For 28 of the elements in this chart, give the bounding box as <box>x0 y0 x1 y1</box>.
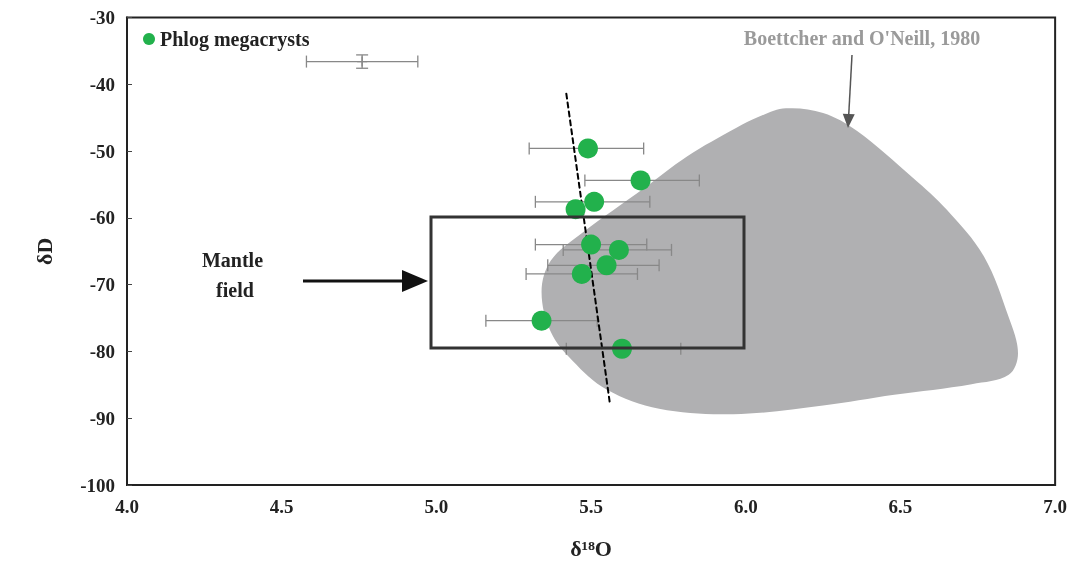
legend-label: Phlog megacrysts <box>160 28 310 51</box>
y-axis-title: δD <box>31 237 57 265</box>
x-tick-label: 4.5 <box>269 496 294 517</box>
point <box>571 263 592 284</box>
annotation: Boettcher and O'Neill, 1980 <box>743 27 981 49</box>
x-tick-label: 6.5 <box>888 496 913 517</box>
point <box>577 138 598 159</box>
annotation: Mantle field <box>201 249 269 301</box>
y-tick-label: -60 <box>89 207 115 229</box>
point <box>608 239 629 260</box>
x-tick-label: 4.0 <box>115 496 139 517</box>
point <box>584 191 605 212</box>
y-tick-label: -50 <box>89 140 115 162</box>
x-tick-label: 5.0 <box>424 496 449 517</box>
point <box>596 255 617 276</box>
x-tick-label: 7.0 <box>1043 496 1067 517</box>
x-tick-label: 6.0 <box>733 496 758 517</box>
x-tick-label: 5.5 <box>579 496 603 517</box>
point <box>531 310 552 331</box>
y-tick-label: -80 <box>89 340 115 362</box>
y-tick-label: -90 <box>89 407 115 429</box>
x-axis-title: δ¹⁸O <box>570 535 612 561</box>
y-tick-label: -30 <box>89 7 115 28</box>
y-tick-label: -70 <box>89 274 115 296</box>
point <box>581 234 602 255</box>
point <box>630 170 651 191</box>
y-tick-label: -40 <box>89 73 115 95</box>
y-tick-label: -100 <box>80 474 115 496</box>
